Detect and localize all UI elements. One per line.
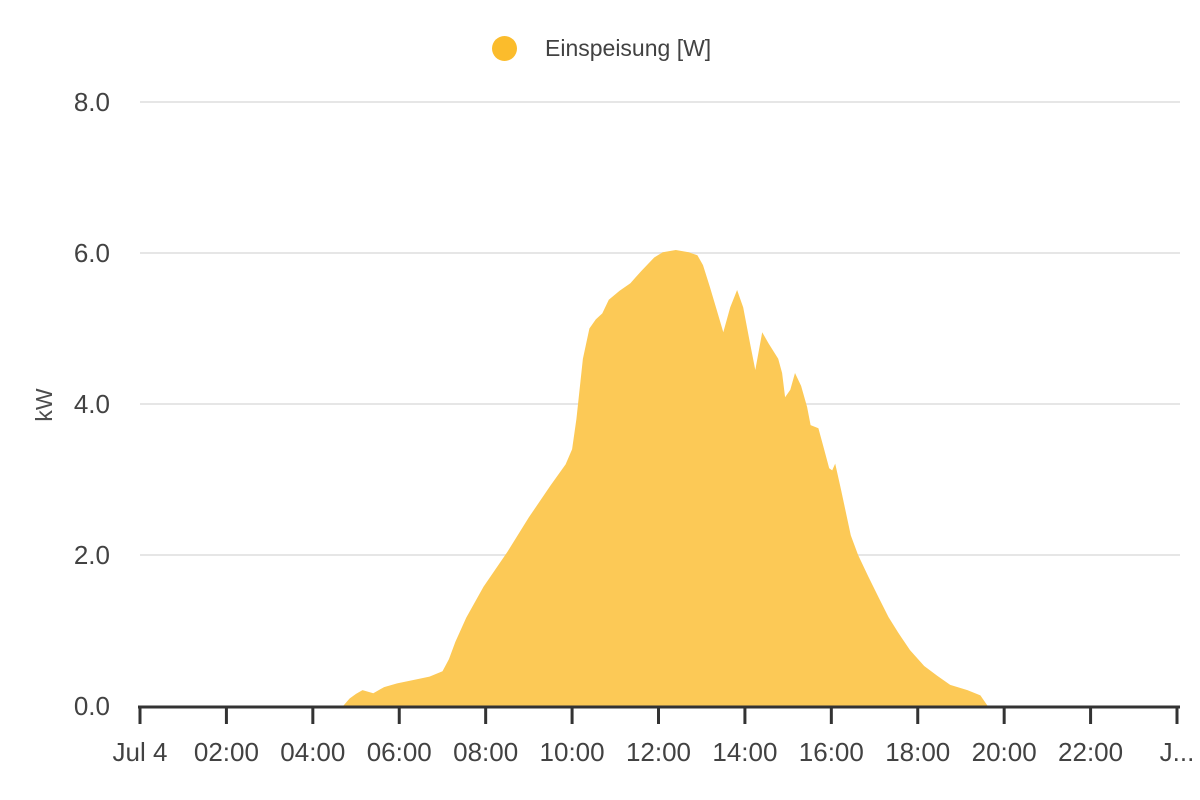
y-tick-label: 2.0: [74, 540, 110, 570]
x-tick-label: Jul 4: [113, 737, 168, 767]
y-tick-label: 4.0: [74, 389, 110, 419]
x-tick-label: 16:00: [799, 737, 864, 767]
x-tick-label: 02:00: [194, 737, 259, 767]
y-tick-label: 8.0: [74, 87, 110, 117]
x-tick-label: 20:00: [972, 737, 1037, 767]
legend-dot-icon: [492, 36, 517, 61]
y-tick-label: 6.0: [74, 238, 110, 268]
x-tick-label: 22:00: [1058, 737, 1123, 767]
legend-label: Einspeisung [W]: [545, 35, 712, 61]
x-tick-label: 08:00: [453, 737, 518, 767]
x-tick-label: 12:00: [626, 737, 691, 767]
y-tick-label: 0.0: [74, 691, 110, 721]
einspeisung-area-series[interactable]: [343, 250, 988, 706]
x-tick-label: 14:00: [712, 737, 777, 767]
x-tick-label: 06:00: [367, 737, 432, 767]
chart-legend[interactable]: Einspeisung [W]: [492, 36, 711, 61]
x-tick-label: 10:00: [540, 737, 605, 767]
x-tick-label: 04:00: [280, 737, 345, 767]
x-tick-label: J...: [1160, 737, 1195, 767]
x-tick-label: 18:00: [885, 737, 950, 767]
